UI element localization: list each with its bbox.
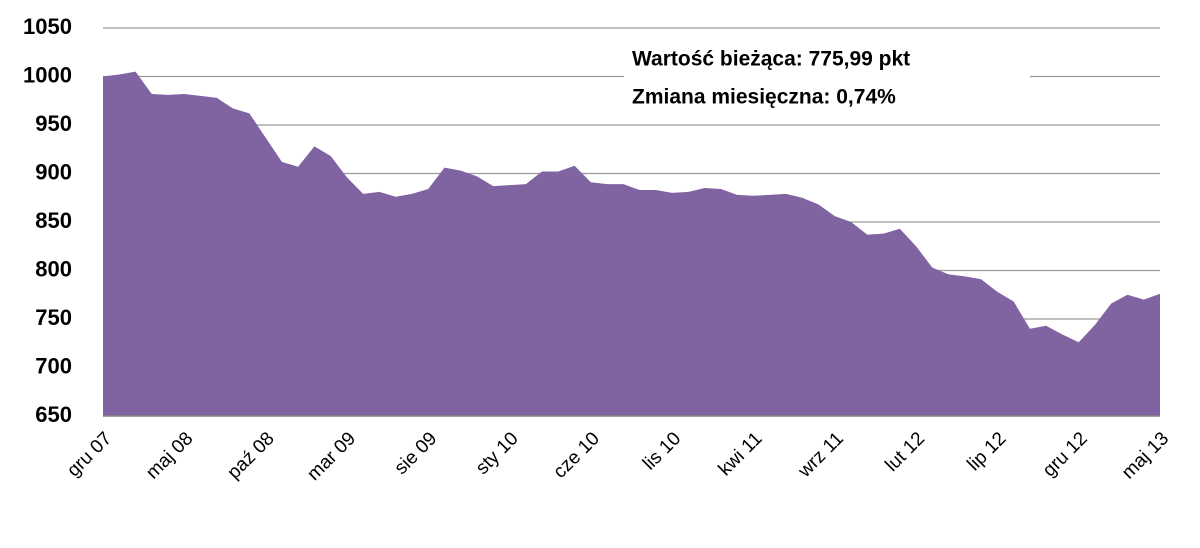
x-tick-label: cze 10 xyxy=(549,428,603,482)
y-tick-label: 800 xyxy=(35,256,72,281)
y-tick-label: 750 xyxy=(35,305,72,330)
x-tick-label: gru 12 xyxy=(1039,428,1092,481)
y-tick-label: 700 xyxy=(35,353,72,378)
annotation: Wartość bieżąca: 775,99 pkt xyxy=(632,48,910,71)
x-tick-label: sie 09 xyxy=(391,428,442,479)
annotation: Zmiana miesięczna: 0,74% xyxy=(632,86,896,109)
x-tick-label: paź 08 xyxy=(224,428,279,483)
x-tick-label: lip 12 xyxy=(963,428,1010,475)
x-tick-label: wrz 11 xyxy=(794,428,848,482)
area xyxy=(103,71,1160,417)
y-tick-label: 650 xyxy=(35,402,72,427)
x-tick-label: maj 08 xyxy=(142,428,197,483)
annotation-box xyxy=(624,40,1030,116)
x-tick-label: mar 09 xyxy=(303,428,360,485)
x-tick-label: lut 12 xyxy=(881,428,929,476)
y-tick-label: 850 xyxy=(35,208,72,233)
x-tick-label: kwi 11 xyxy=(715,428,767,480)
x-tick-label: maj 13 xyxy=(1118,428,1173,483)
y-tick-label: 1050 xyxy=(23,14,72,39)
plot xyxy=(103,71,1160,417)
x-tick-label: lis 10 xyxy=(639,428,685,474)
y-tick-label: 1000 xyxy=(23,62,72,87)
y-tick-label: 950 xyxy=(35,111,72,136)
y-tick-label: 900 xyxy=(35,159,72,184)
x-tick-label: sty 10 xyxy=(472,428,523,479)
x-tick-label: gru 07 xyxy=(63,428,116,481)
